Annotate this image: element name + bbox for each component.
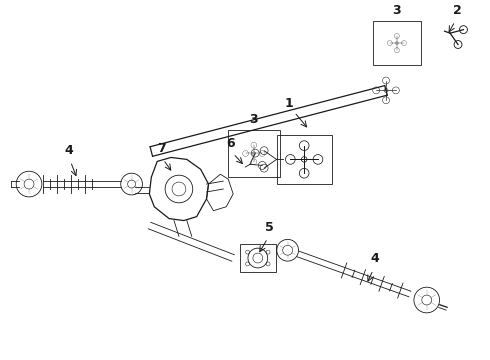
Text: 2: 2 [453, 4, 462, 17]
Text: 3: 3 [249, 113, 258, 126]
Bar [228, 130, 279, 177]
Text: 4: 4 [371, 252, 380, 265]
Bar [240, 244, 275, 272]
Text: 5: 5 [265, 221, 274, 234]
Text: 4: 4 [64, 144, 73, 157]
Text: 3: 3 [392, 4, 401, 17]
Text: 1: 1 [285, 97, 294, 110]
Bar [373, 21, 420, 65]
Text: 6: 6 [226, 136, 235, 149]
Text: 7: 7 [157, 143, 166, 156]
Bar [276, 135, 332, 184]
